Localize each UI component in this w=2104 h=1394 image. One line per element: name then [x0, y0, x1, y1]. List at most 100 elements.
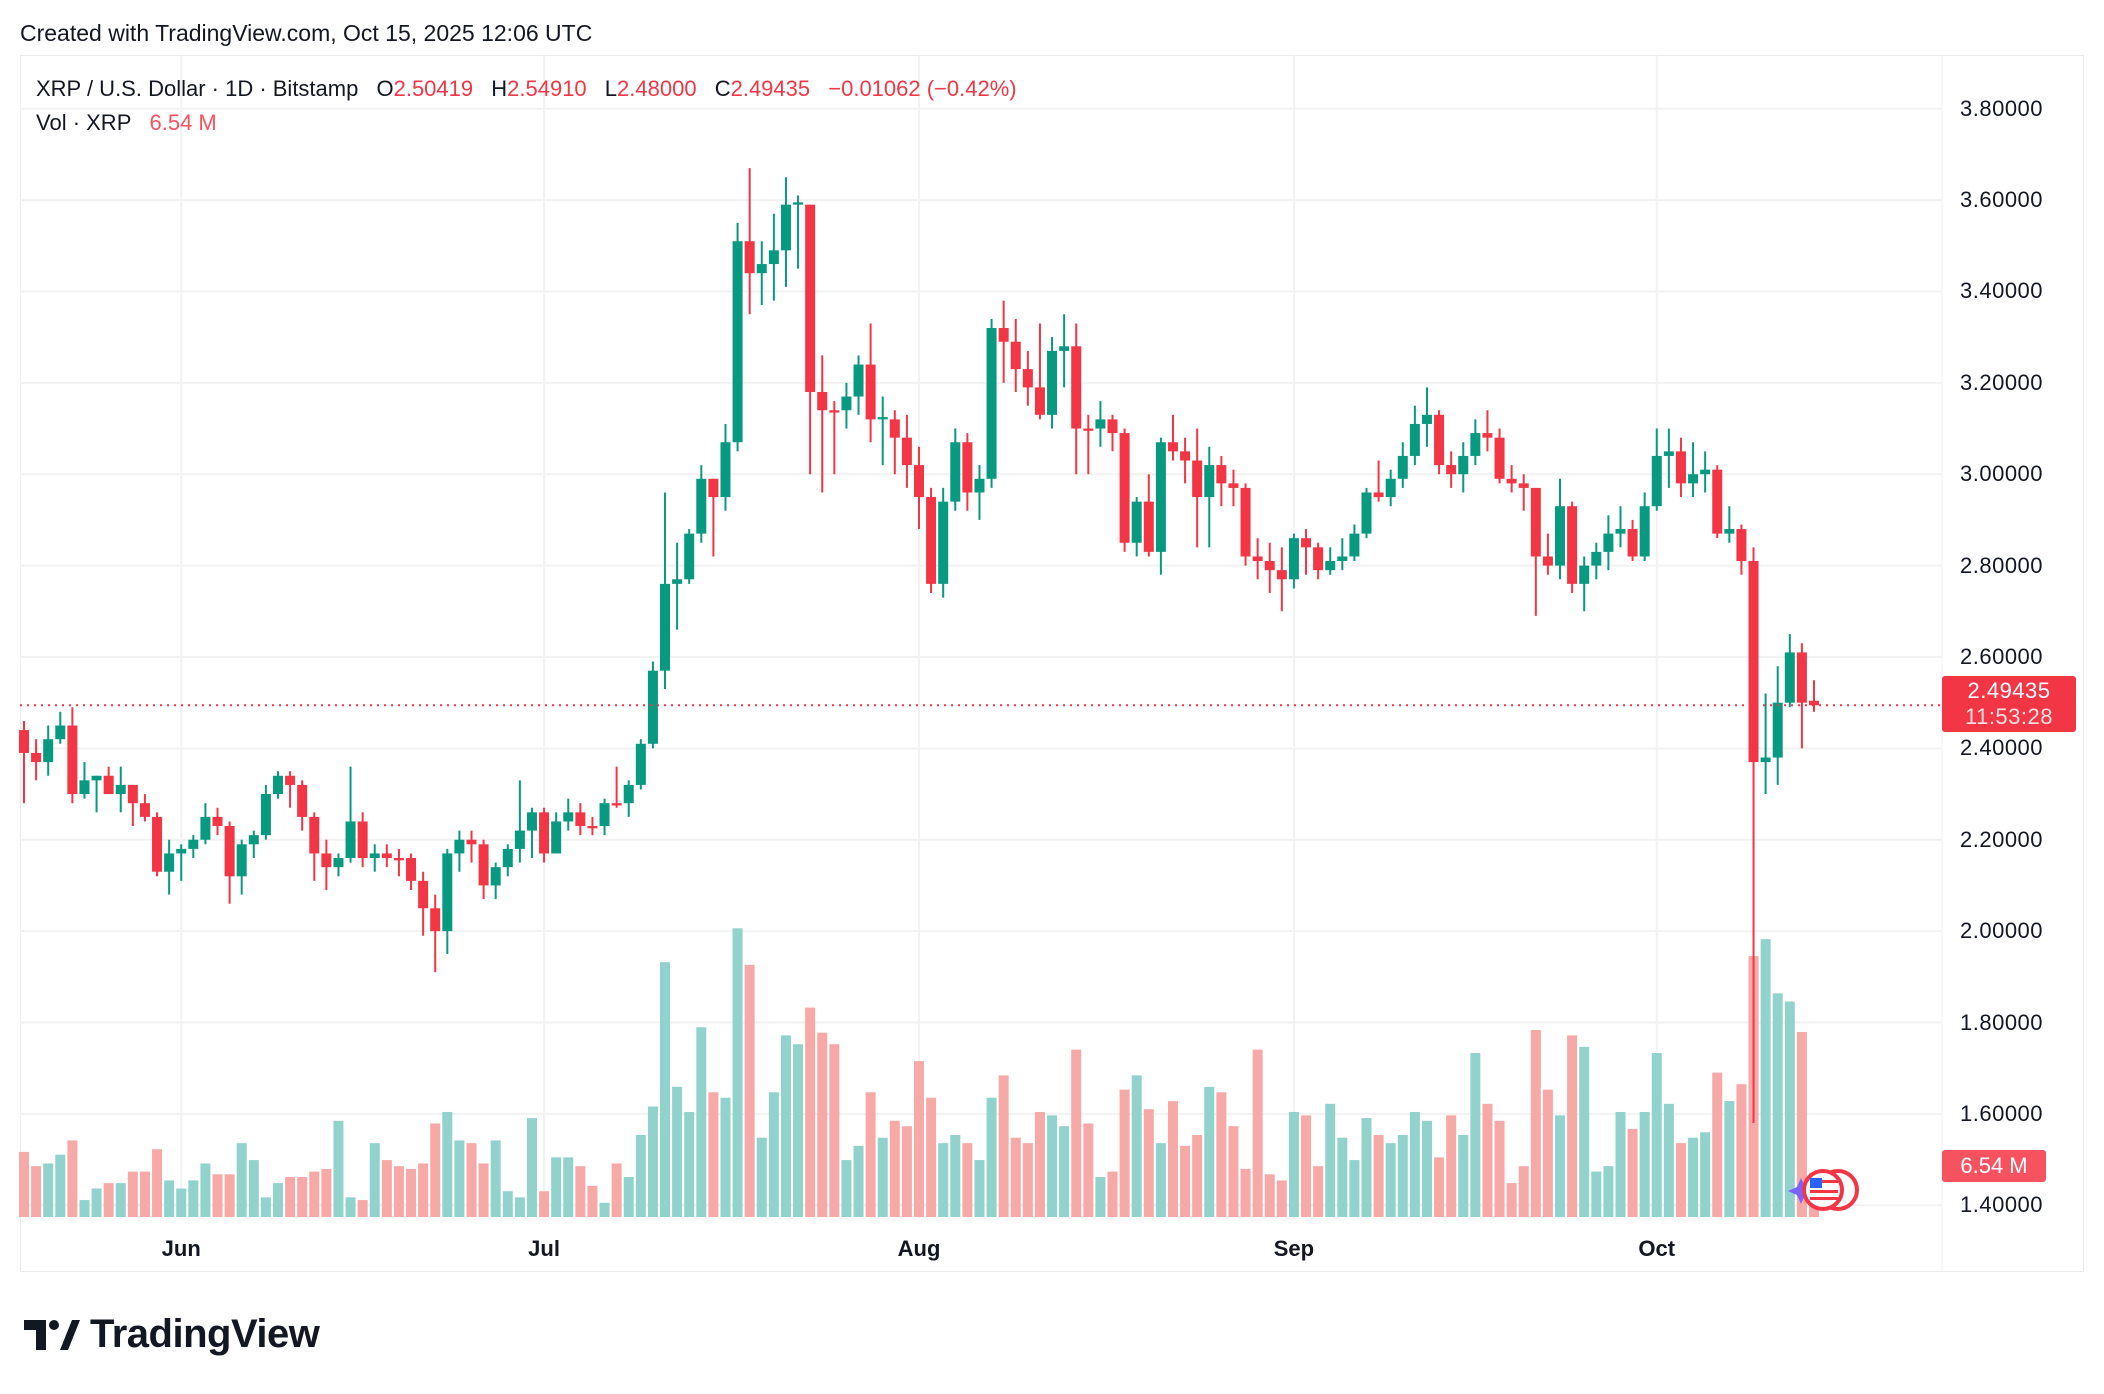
candle[interactable]: [1615, 506, 1626, 548]
candle[interactable]: [478, 839, 489, 900]
candle[interactable]: [998, 300, 1009, 383]
candle[interactable]: [260, 784, 271, 840]
candle[interactable]: [176, 844, 187, 881]
candle[interactable]: [1446, 451, 1457, 488]
candle[interactable]: [139, 794, 150, 822]
candle[interactable]: [780, 177, 791, 287]
candle[interactable]: [1748, 547, 1759, 1124]
candle[interactable]: [563, 798, 574, 831]
candle[interactable]: [1022, 350, 1033, 406]
candle[interactable]: [1530, 487, 1541, 616]
candle[interactable]: [1567, 501, 1578, 594]
candle[interactable]: [1542, 533, 1553, 575]
candle[interactable]: [526, 807, 537, 859]
candle[interactable]: [1143, 474, 1154, 557]
candle[interactable]: [732, 222, 743, 452]
candle[interactable]: [1034, 323, 1045, 420]
candle[interactable]: [708, 478, 719, 557]
candle[interactable]: [321, 839, 332, 890]
candle[interactable]: [1264, 542, 1275, 594]
candle[interactable]: [1772, 666, 1783, 785]
candle[interactable]: [623, 780, 634, 817]
candle[interactable]: [599, 798, 610, 836]
candle[interactable]: [43, 725, 54, 776]
candle[interactable]: [672, 542, 683, 630]
candle[interactable]: [1180, 437, 1191, 484]
candle[interactable]: [1518, 474, 1529, 511]
candle[interactable]: [188, 835, 199, 859]
candle[interactable]: [1252, 538, 1263, 580]
candle[interactable]: [950, 428, 961, 511]
candle[interactable]: [19, 720, 29, 804]
candle[interactable]: [1373, 460, 1384, 502]
candle[interactable]: [1458, 442, 1469, 493]
candle[interactable]: [974, 465, 985, 520]
candle[interactable]: [514, 780, 525, 863]
candle[interactable]: [1192, 428, 1203, 548]
candle[interactable]: [696, 465, 707, 543]
candle[interactable]: [1555, 478, 1566, 580]
candle[interactable]: [1591, 542, 1602, 580]
candle[interactable]: [490, 862, 501, 900]
candle[interactable]: [1494, 428, 1505, 484]
candle[interactable]: [1361, 487, 1372, 539]
candle[interactable]: [1010, 318, 1021, 392]
candle[interactable]: [1107, 414, 1118, 452]
candle[interactable]: [333, 853, 344, 877]
candle[interactable]: [1083, 414, 1094, 475]
candle[interactable]: [1434, 410, 1445, 475]
candle[interactable]: [756, 241, 767, 306]
candle[interactable]: [430, 894, 441, 973]
candle[interactable]: [1603, 515, 1614, 571]
candle[interactable]: [1470, 419, 1481, 466]
event-icons[interactable]: [1788, 1169, 1859, 1211]
candle[interactable]: [285, 771, 296, 808]
candle[interactable]: [1288, 533, 1299, 589]
candle[interactable]: [31, 739, 42, 781]
candle[interactable]: [926, 487, 937, 594]
candle[interactable]: [1216, 455, 1227, 507]
candle[interactable]: [418, 871, 429, 936]
candle[interactable]: [1712, 465, 1723, 539]
candle[interactable]: [1651, 428, 1662, 511]
candle[interactable]: [684, 529, 695, 584]
candle[interactable]: [720, 423, 731, 511]
candle[interactable]: [889, 410, 900, 475]
candle[interactable]: [853, 355, 864, 415]
candle[interactable]: [635, 739, 646, 790]
symbol-title[interactable]: XRP / U.S. Dollar · 1D · Bitstamp: [36, 76, 359, 101]
candle[interactable]: [115, 766, 126, 813]
candle[interactable]: [575, 803, 586, 836]
candle[interactable]: [357, 812, 368, 868]
candle[interactable]: [466, 830, 477, 863]
candle[interactable]: [224, 821, 235, 904]
candle[interactable]: [200, 803, 211, 845]
candle[interactable]: [1240, 483, 1251, 566]
candle[interactable]: [345, 766, 356, 863]
candle[interactable]: [1784, 634, 1795, 708]
candle[interactable]: [1131, 497, 1142, 557]
tradingview-logo[interactable]: TradingView: [24, 1312, 320, 1357]
candle[interactable]: [55, 711, 66, 744]
candle[interactable]: [1119, 428, 1130, 552]
candle[interactable]: [297, 780, 308, 831]
candle[interactable]: [611, 766, 622, 808]
candle[interactable]: [393, 848, 404, 877]
candle[interactable]: [962, 433, 973, 511]
candle[interactable]: [587, 816, 598, 836]
candle[interactable]: [1301, 529, 1312, 575]
candle[interactable]: [127, 784, 138, 827]
candle[interactable]: [841, 382, 852, 429]
candle[interactable]: [865, 323, 876, 443]
candle[interactable]: [805, 204, 816, 475]
candle[interactable]: [793, 195, 804, 269]
candle[interactable]: [1421, 387, 1432, 447]
candle[interactable]: [248, 830, 259, 859]
candle[interactable]: [67, 707, 78, 804]
candle[interactable]: [938, 487, 949, 598]
candle[interactable]: [1313, 542, 1324, 580]
candle[interactable]: [164, 839, 175, 895]
candle[interactable]: [212, 807, 223, 836]
candle[interactable]: [1627, 519, 1638, 562]
